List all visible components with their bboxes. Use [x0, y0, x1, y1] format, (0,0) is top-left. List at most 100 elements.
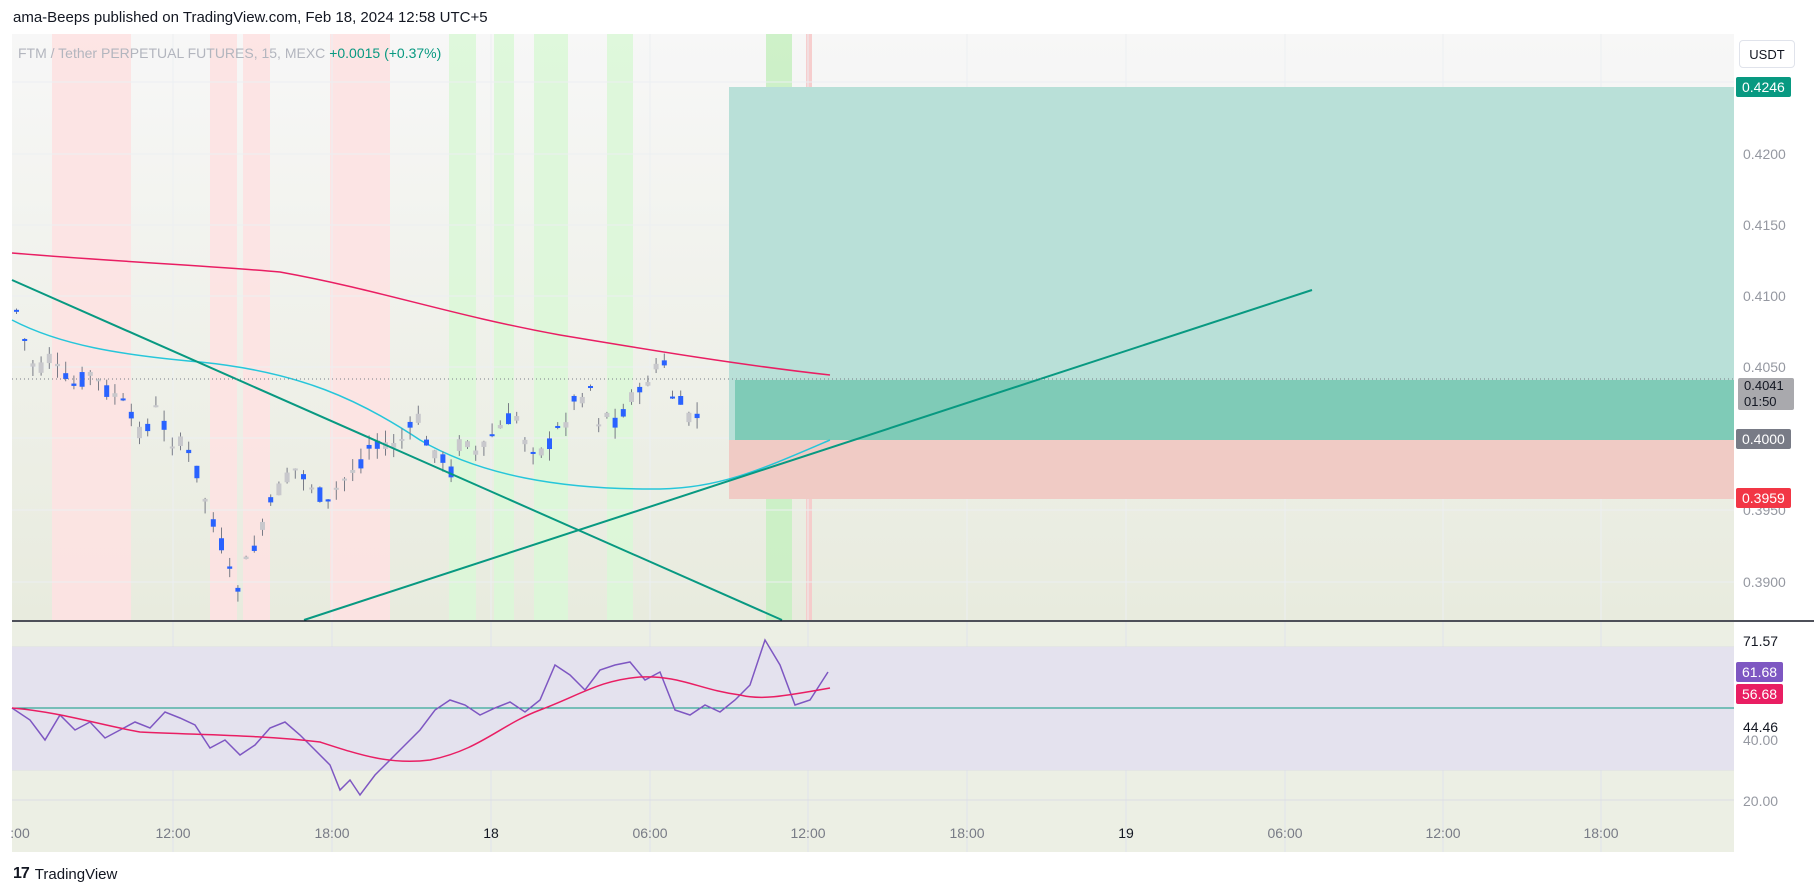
- rsi-lines: [11, 638, 831, 797]
- price-label: 0.4050: [1743, 359, 1786, 375]
- ema200-line: [11, 252, 831, 376]
- price-label: 0.4100: [1743, 288, 1786, 304]
- current-price-tag: 0.4041 01:50: [1738, 378, 1794, 410]
- candle-body: [473, 450, 479, 455]
- candle-body: [629, 392, 634, 402]
- candle-body: [645, 382, 651, 386]
- time-label: 12:00: [1425, 825, 1461, 841]
- candle-body: [489, 434, 495, 437]
- published-line: ama-Beeps published on TradingView.com, …: [13, 9, 488, 26]
- candle-body: [637, 386, 643, 393]
- price-change: +0.0015 (+0.37%): [329, 45, 442, 61]
- time-label: 12:00: [155, 825, 191, 841]
- candle-body: [432, 450, 438, 459]
- rsi-label: 20.00: [1743, 793, 1779, 809]
- candle-body: [506, 413, 511, 425]
- trend-lines[interactable]: [11, 279, 1313, 621]
- currency-button[interactable]: USDT: [1739, 40, 1795, 68]
- candle-body: [137, 426, 142, 439]
- candle-body: [530, 451, 536, 454]
- signal-band: [449, 34, 476, 620]
- time-label: 18:00: [949, 825, 985, 841]
- candle-body: [30, 363, 36, 367]
- signal-band: [494, 34, 514, 620]
- signal-band: [210, 34, 237, 620]
- candle-body: [128, 411, 134, 419]
- candle-body: [227, 566, 233, 569]
- candle-body: [333, 487, 339, 490]
- candle-body: [186, 449, 192, 454]
- stop-price-tag: 0.3959: [1736, 488, 1791, 508]
- candle-body: [661, 360, 667, 366]
- candle-body: [538, 448, 544, 456]
- candle-body: [161, 420, 167, 430]
- candle-body: [268, 497, 274, 503]
- candle-body: [448, 466, 454, 478]
- candlesticks: [14, 308, 700, 602]
- ascending-trendline: [303, 289, 1313, 621]
- signal-band: [330, 34, 390, 620]
- entry-price-tag: 0.4000: [1736, 429, 1791, 449]
- candle-body: [588, 386, 593, 389]
- profit-zone-filled: [735, 380, 1734, 440]
- candle-body: [22, 338, 28, 341]
- candle-body: [235, 587, 241, 592]
- candle-body: [87, 371, 93, 376]
- candle-body: [374, 440, 380, 449]
- candle-body: [145, 423, 151, 432]
- candle-body: [440, 454, 446, 463]
- candle-body: [210, 519, 216, 527]
- candle-body: [555, 425, 561, 428]
- time-label: :00: [10, 825, 30, 841]
- candle-body: [465, 441, 470, 448]
- candle-body: [46, 353, 52, 364]
- candle-body: [497, 425, 503, 429]
- candle-body: [366, 444, 372, 449]
- candle-body: [79, 372, 85, 387]
- symbol-legend[interactable]: FTM / Tether PERPETUAL FUTURES, 15, MEXC…: [18, 45, 441, 61]
- candle-body: [243, 556, 249, 560]
- candle-body: [481, 441, 487, 447]
- rsi-label: 44.46: [1743, 719, 1779, 735]
- target-price-tag: 0.4246: [1736, 77, 1791, 97]
- descending-trendline: [11, 279, 783, 621]
- candle-body: [358, 459, 364, 469]
- moving-averages: [11, 252, 831, 490]
- brand-name: TradingView: [34, 865, 118, 883]
- candle-body: [399, 438, 405, 441]
- tradingview-logo: 17: [13, 865, 30, 882]
- rsi-ma-line: [11, 676, 831, 763]
- time-label: 18:00: [1583, 825, 1619, 841]
- candle-body: [678, 396, 684, 405]
- candle-body: [153, 405, 159, 408]
- candle-body: [301, 474, 306, 480]
- price-label: 0.4150: [1743, 217, 1786, 233]
- candle-body: [694, 413, 700, 419]
- signal-band: [607, 34, 633, 620]
- candle-body: [194, 465, 200, 479]
- candle-body: [202, 498, 208, 502]
- candle-body: [604, 412, 610, 417]
- candle-body: [391, 443, 397, 448]
- candle-body: [169, 446, 175, 449]
- candle-body: [120, 398, 126, 401]
- candle-body: [514, 416, 520, 421]
- candle-body: [14, 309, 19, 312]
- candle-body: [424, 439, 429, 446]
- candle-body: [407, 421, 413, 428]
- tradingview-brand[interactable]: 17 TradingView: [13, 865, 117, 883]
- candle-body: [342, 478, 347, 481]
- candle-body: [317, 487, 323, 502]
- time-label: 06:00: [632, 825, 668, 841]
- candle-body: [522, 439, 528, 445]
- candle-body: [63, 373, 69, 379]
- candle-body: [571, 395, 577, 402]
- ema50-line: [11, 319, 831, 490]
- candle-body: [38, 362, 44, 373]
- candle-body: [104, 385, 110, 397]
- rsi-ma-tag: 56.68: [1736, 684, 1784, 704]
- candle-body: [309, 487, 315, 490]
- candle-body: [71, 383, 77, 386]
- symbol-title: FTM / Tether PERPETUAL FUTURES, 15, MEXC: [18, 45, 326, 61]
